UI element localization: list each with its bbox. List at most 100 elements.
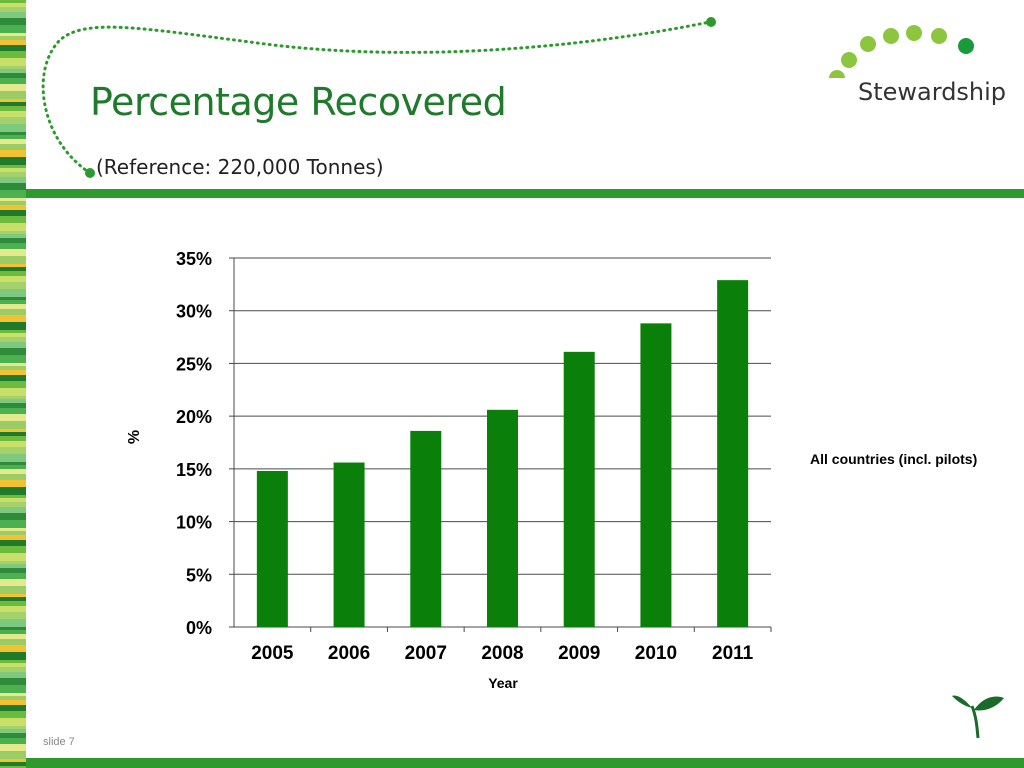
stripe [0, 84, 26, 91]
stripe [0, 157, 26, 165]
x-tick-label: 2010 [635, 643, 677, 664]
stripe [0, 436, 26, 441]
stripe [0, 172, 26, 177]
stripe [0, 480, 26, 487]
stripe [0, 705, 26, 711]
stripe [0, 597, 26, 601]
stripe [0, 414, 26, 421]
stripe [0, 333, 26, 337]
stripe [0, 58, 26, 66]
stripe [0, 630, 26, 634]
stripe [0, 370, 26, 375]
stripe [0, 201, 26, 205]
stripe [0, 751, 26, 759]
stripe [0, 568, 26, 573]
stripe [0, 447, 26, 454]
chart-bars [256, 280, 749, 627]
stripe [0, 342, 26, 348]
stripe [0, 330, 26, 333]
stripe [0, 165, 26, 168]
x-tick-label: 2007 [405, 643, 447, 664]
stripe [0, 51, 26, 58]
stripe [0, 309, 26, 315]
x-tick-label: 2009 [558, 643, 600, 664]
stripe [0, 487, 26, 495]
x-tick-label: 2008 [481, 643, 523, 664]
stripe [0, 33, 26, 36]
y-tick-label: 20% [176, 407, 212, 427]
stripe [0, 0, 26, 3]
stripe [0, 469, 26, 474]
stripe [0, 546, 26, 553]
y-tick-label: 15% [176, 460, 212, 480]
stripe [0, 289, 26, 297]
stripe [0, 271, 26, 276]
stripe [0, 25, 26, 33]
stripe [0, 315, 26, 322]
stripe [0, 102, 26, 106]
stripe [0, 535, 26, 540]
stripe [0, 144, 26, 150]
stripe [0, 282, 26, 289]
stripe [0, 465, 26, 469]
stripe [0, 388, 26, 396]
stripe [0, 12, 26, 18]
stripe [0, 205, 26, 210]
stripe [0, 45, 26, 51]
stripe [0, 634, 26, 639]
stripe [0, 99, 26, 102]
stripe [0, 243, 26, 249]
stripe [0, 564, 26, 568]
stripe [0, 264, 26, 267]
stripe [0, 495, 26, 498]
y-tick-label: 0% [186, 618, 212, 638]
stripe [0, 18, 26, 25]
y-tick-label: 30% [176, 302, 212, 322]
stripe [0, 432, 26, 436]
stripe [0, 667, 26, 672]
stripe [0, 507, 26, 513]
y-tick-label: 10% [176, 513, 212, 533]
stripe [0, 366, 26, 370]
y-tick-label: 25% [176, 354, 212, 374]
stripe [0, 78, 26, 84]
stripe [0, 210, 26, 216]
y-tick-label: 35% [176, 249, 212, 269]
chart-y-tick-labels: 0% 5% 10% 15% 20% 25% 30% 35% [176, 249, 212, 638]
stripe [0, 573, 26, 579]
bar-2007 [410, 430, 442, 627]
stripe [0, 91, 26, 99]
stripe [0, 216, 26, 223]
stripe [0, 73, 26, 78]
stripe [0, 40, 26, 45]
stripe [0, 663, 26, 667]
stripe [0, 612, 26, 619]
stripe [0, 69, 26, 73]
stripe [0, 124, 26, 132]
stripe [0, 375, 26, 381]
stripe [0, 759, 26, 762]
stripe [0, 586, 26, 594]
stripe [0, 744, 26, 751]
stripe [0, 297, 26, 300]
stripe [0, 223, 26, 231]
sprout-icon [952, 695, 1004, 739]
stripe [0, 348, 26, 355]
y-tick-label: 5% [186, 565, 212, 585]
stripe [0, 117, 26, 124]
stripe [0, 531, 26, 535]
stripe [0, 474, 26, 480]
stripe [0, 399, 26, 403]
stripe [0, 106, 26, 111]
x-tick-label: 2005 [251, 643, 294, 664]
stripe [0, 300, 26, 304]
stripe [0, 700, 26, 705]
chart-x-tick-labels: 2005 2006 2007 2008 2009 2010 2011 [251, 643, 753, 664]
stripe [0, 249, 26, 256]
bar-2011 [717, 280, 749, 627]
logo-dots-icon [829, 25, 974, 78]
stripe [0, 403, 26, 408]
stripe [0, 408, 26, 414]
stripe [0, 639, 26, 645]
stripe [0, 520, 26, 528]
